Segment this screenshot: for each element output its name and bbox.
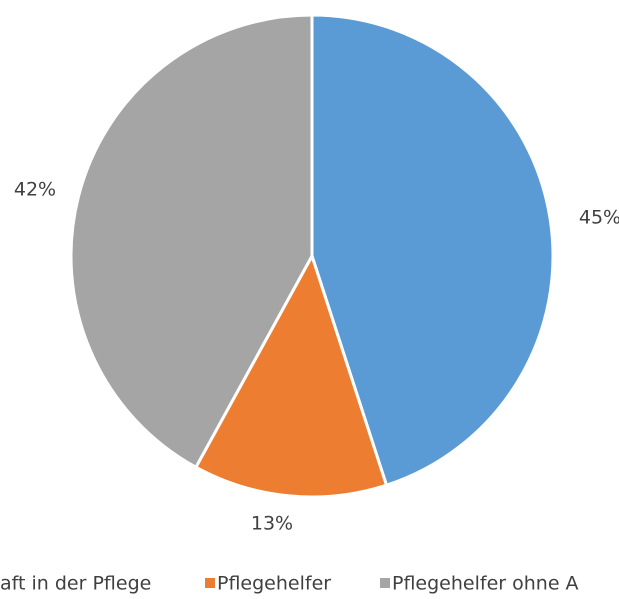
- legend-label: Pflegehelfer: [217, 573, 331, 595]
- legend-swatch: [205, 578, 215, 588]
- data-label: 42%: [14, 179, 56, 201]
- legend-label: Pflegehelfer ohne A: [392, 573, 579, 595]
- pie-slice: [69, 13, 314, 470]
- legend-label: aft in der Pflege: [0, 573, 151, 595]
- legend-swatch: [380, 578, 390, 588]
- data-label: 13%: [251, 513, 293, 535]
- pie-slice: [193, 252, 389, 499]
- pie-slice: [310, 13, 555, 488]
- data-label: 45%: [579, 207, 619, 229]
